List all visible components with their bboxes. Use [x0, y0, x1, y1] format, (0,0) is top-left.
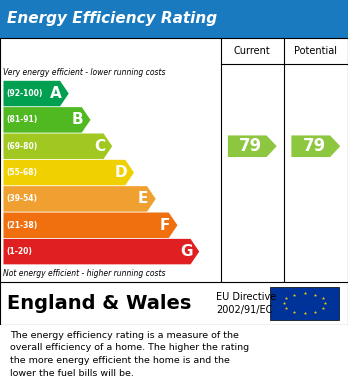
- Polygon shape: [3, 81, 69, 106]
- Text: B: B: [72, 112, 84, 127]
- Text: Potential: Potential: [294, 46, 337, 56]
- Polygon shape: [3, 107, 90, 133]
- Text: Not energy efficient - higher running costs: Not energy efficient - higher running co…: [3, 269, 166, 278]
- Polygon shape: [291, 135, 340, 157]
- Text: (21-38): (21-38): [6, 221, 38, 230]
- Polygon shape: [3, 212, 177, 238]
- Text: G: G: [180, 244, 192, 259]
- Text: D: D: [115, 165, 127, 180]
- Text: Very energy efficient - lower running costs: Very energy efficient - lower running co…: [3, 68, 166, 77]
- Text: 79: 79: [303, 137, 326, 155]
- Text: C: C: [94, 139, 105, 154]
- Text: EU Directive
2002/91/EC: EU Directive 2002/91/EC: [216, 292, 276, 315]
- Polygon shape: [3, 133, 112, 159]
- Text: (1-20): (1-20): [6, 247, 32, 256]
- Text: England & Wales: England & Wales: [7, 294, 191, 313]
- Text: (69-80): (69-80): [6, 142, 38, 151]
- Bar: [0, 0, 348, 38]
- Text: Current: Current: [234, 46, 271, 56]
- Text: E: E: [138, 192, 148, 206]
- Text: (81-91): (81-91): [6, 115, 38, 124]
- Text: The energy efficiency rating is a measure of the
overall efficiency of a home. T: The energy efficiency rating is a measur…: [10, 330, 250, 378]
- Polygon shape: [3, 160, 134, 185]
- Text: F: F: [159, 218, 170, 233]
- Polygon shape: [3, 239, 199, 264]
- Text: Energy Efficiency Rating: Energy Efficiency Rating: [7, 11, 217, 26]
- Text: (39-54): (39-54): [6, 194, 37, 203]
- Polygon shape: [3, 186, 156, 212]
- Text: (92-100): (92-100): [6, 89, 43, 98]
- Polygon shape: [228, 135, 277, 157]
- Text: (55-68): (55-68): [6, 168, 37, 177]
- Text: 79: 79: [239, 137, 262, 155]
- Bar: [0, 38, 348, 282]
- Text: A: A: [50, 86, 62, 101]
- Bar: [270, 287, 339, 320]
